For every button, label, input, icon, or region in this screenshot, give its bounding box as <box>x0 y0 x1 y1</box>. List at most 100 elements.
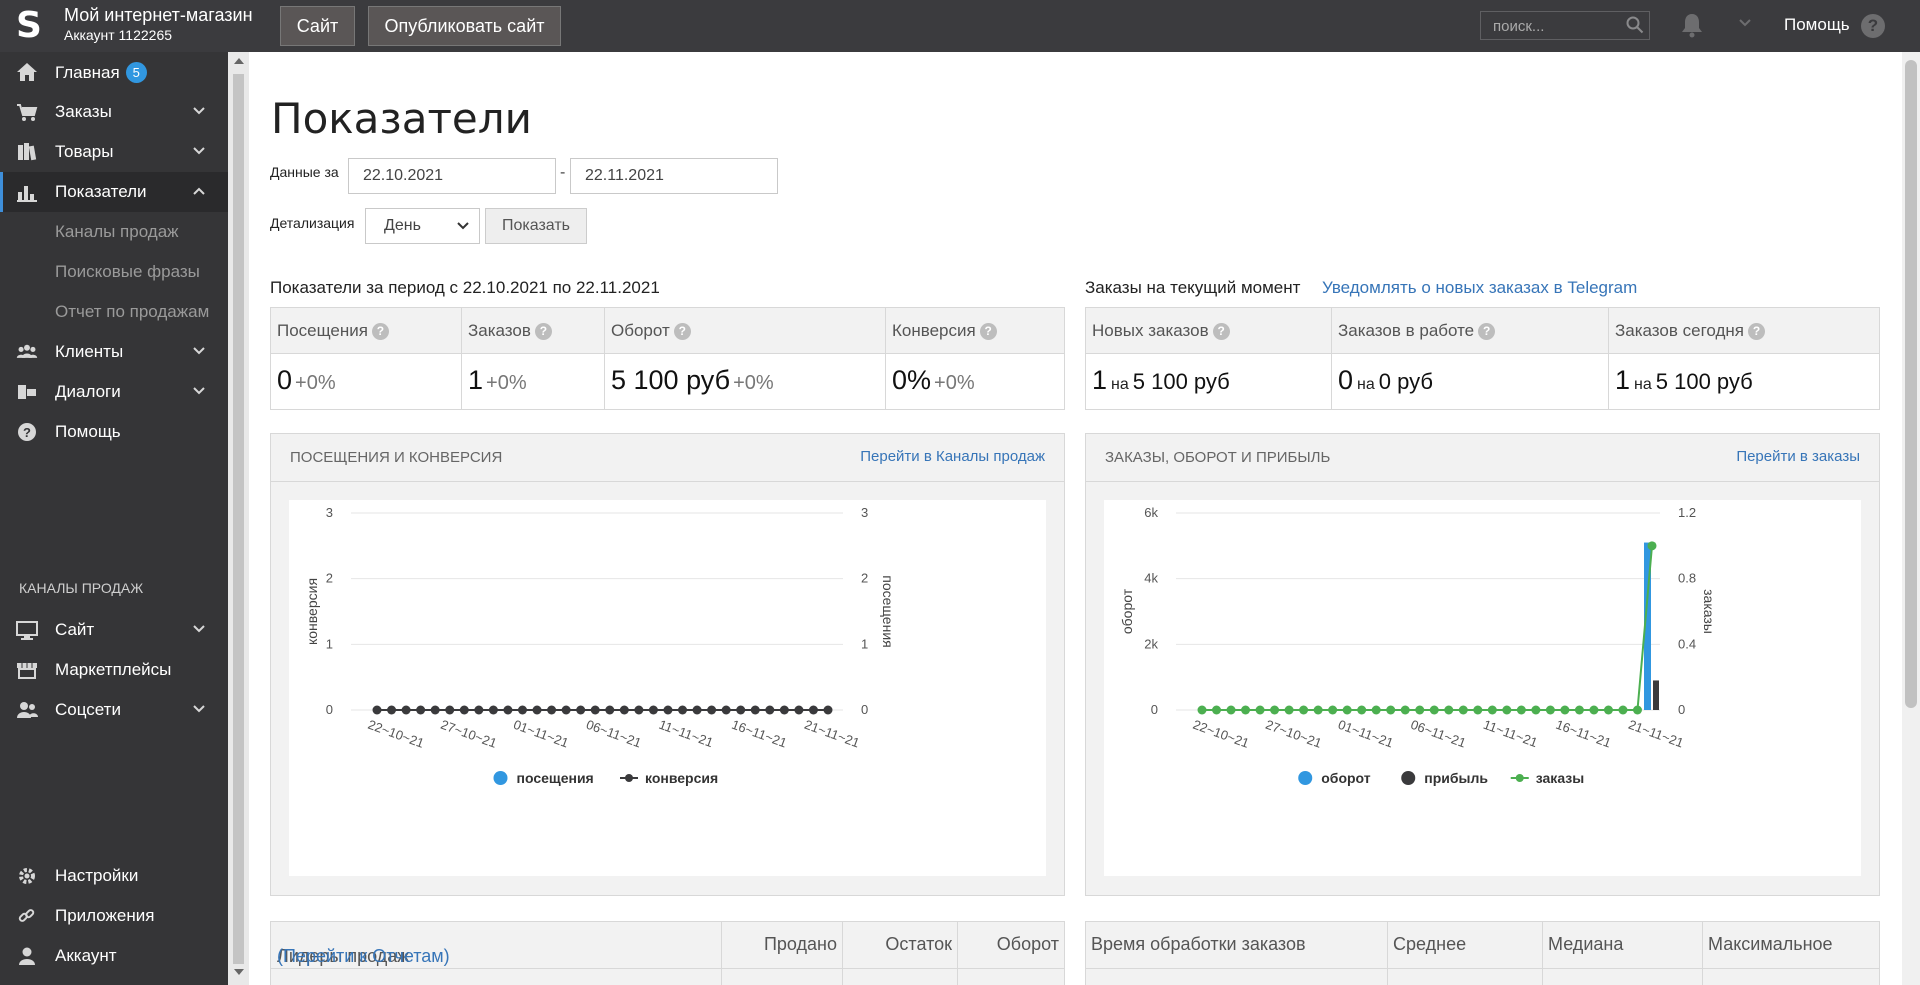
scroll-down-arrow-icon[interactable] <box>234 969 244 975</box>
question-icon[interactable]: ? <box>371 323 389 340</box>
sidebar-item-account[interactable]: Аккаунт <box>0 936 228 976</box>
data-point-orders <box>1241 705 1251 715</box>
chevron-down-icon[interactable] <box>193 705 205 713</box>
chevron-down-icon[interactable] <box>193 347 205 355</box>
y-left-tick-label: 4k <box>1144 571 1158 586</box>
stat-label: Оборот <box>611 321 670 340</box>
table-header-cell: Медиана <box>1543 922 1703 985</box>
x-tick-label: 01~11~21 <box>511 717 570 751</box>
go-to-orders-link[interactable]: Перейти в заказы <box>1736 448 1860 465</box>
column-header-turnover[interactable]: Оборот <box>996 934 1059 954</box>
sidebar-item-analytics[interactable]: Показатели <box>0 172 228 212</box>
sidebar-item-label: Главная <box>55 63 120 82</box>
legend-label: прибыль <box>1424 770 1488 786</box>
column-header-stock[interactable]: Остаток <box>885 934 952 954</box>
sidebar-item-label: Показатели <box>55 182 147 201</box>
question-icon[interactable]: ? <box>1748 323 1765 340</box>
sidebar-item-apps[interactable]: Приложения <box>0 896 228 936</box>
sidebar-item-dialogs[interactable]: Диалоги <box>0 372 228 412</box>
detail-label: Детализация <box>270 215 355 231</box>
question-icon[interactable]: ? <box>1212 323 1230 340</box>
chevron-up-icon[interactable] <box>193 187 205 195</box>
table-header-cell: Среднее <box>1388 922 1543 985</box>
data-point-conversion <box>605 705 615 715</box>
data-point-conversion <box>721 705 731 715</box>
chevron-down-icon[interactable] <box>193 625 205 633</box>
data-point-orders <box>1270 705 1280 715</box>
sidebar-subitem-sales-channels[interactable]: Каналы продаж <box>55 222 179 241</box>
y-left-tick-label: 2 <box>326 571 333 586</box>
go-to-reports-link[interactable]: (Перейти к Отчетам) <box>277 946 450 966</box>
date-from-input[interactable] <box>348 158 556 194</box>
visits-conversion-chart: 0 0 1 1 2 2 3 3 конверсия посещения 22~10~21 27~10~… <box>289 500 1046 876</box>
chevron-down-icon[interactable] <box>1738 18 1752 28</box>
stat-visits: Посещения? 0 +0% <box>271 308 462 409</box>
sidebar-item-orders[interactable]: Заказы <box>0 92 228 132</box>
data-point-orders <box>1560 705 1570 715</box>
data-point-orders <box>1516 705 1526 715</box>
question-icon[interactable]: ? <box>673 323 691 340</box>
sidebar-item-home[interactable]: Главная 5 <box>0 52 228 92</box>
sidebar-item-site[interactable]: Сайт <box>0 610 228 650</box>
show-button[interactable]: Показать <box>485 208 587 244</box>
publish-site-button[interactable]: Опубликовать сайт <box>368 6 561 46</box>
y-axis-left-title: конверсия <box>304 578 320 645</box>
detail-select[interactable]: День <box>365 208 480 244</box>
processing-time-table: Время обработки заказов Среднее Медиана … <box>1085 921 1880 985</box>
scroll-up-arrow-icon[interactable] <box>234 58 244 64</box>
orders-turnover-chart: 0 0 2k 0.4 4k 0.8 6k 1.2 оборот заказы 22~10~21 27~… <box>1104 500 1861 876</box>
visits-conversion-panel: ПОСЕЩЕНИЯ И КОНВЕРСИЯ Перейти в Каналы п… <box>270 433 1065 896</box>
table-header-cell: Остаток <box>843 922 958 985</box>
logo[interactable]: S <box>16 5 42 46</box>
sidebar-item-label: Сайт <box>55 620 95 639</box>
data-point-orders <box>1487 705 1497 715</box>
sidebar-item-marketplaces[interactable]: Маркетплейсы <box>0 650 228 690</box>
sidebar-scroll-thumb[interactable] <box>233 74 244 964</box>
data-point-conversion <box>576 705 586 715</box>
go-to-sales-channels-link[interactable]: Перейти в Каналы продаж <box>860 448 1045 465</box>
chevron-down-icon[interactable] <box>193 147 205 155</box>
sidebar-item-clients[interactable]: Клиенты <box>0 332 228 372</box>
search-icon[interactable] <box>1626 16 1644 34</box>
x-tick-label: 22~10~21 <box>366 717 426 751</box>
chevron-down-icon[interactable] <box>193 107 205 115</box>
sidebar-subitem-sales-report[interactable]: Отчет по продажам <box>55 302 210 321</box>
question-icon[interactable]: ? <box>979 323 997 340</box>
sidebar-item-settings[interactable]: Настройки <box>0 856 228 896</box>
legend-marker <box>493 771 508 785</box>
sidebar-item-help[interactable]: ? Помощь <box>0 412 228 452</box>
data-point-orders <box>1328 705 1338 715</box>
sidebar-scrollbar[interactable] <box>229 52 248 985</box>
current-orders-table: Новых заказов? 1 на 5 100 руб Заказов в ра… <box>1085 307 1880 410</box>
data-point-conversion <box>503 705 513 715</box>
y-left-tick-label: 0 <box>326 702 333 717</box>
bell-icon[interactable] <box>1680 12 1704 38</box>
gear-icon <box>19 868 35 884</box>
search-input[interactable] <box>1493 16 1613 36</box>
question-icon[interactable]: ? <box>1478 323 1496 340</box>
data-point-conversion <box>459 705 469 715</box>
data-point-orders <box>1415 705 1425 715</box>
sidebar-item-social[interactable]: Соцсети <box>0 690 228 730</box>
sidebar-subitem-search-phrases[interactable]: Поисковые фразы <box>55 262 200 281</box>
legend-marker <box>1298 771 1313 785</box>
telegram-notify-link[interactable]: Уведомлять о новых заказах в Telegram <box>1322 278 1638 297</box>
legend-marker <box>625 774 633 782</box>
date-to-input[interactable] <box>570 158 778 194</box>
site-button[interactable]: Сайт <box>280 6 355 46</box>
table-header-cell: Оборот <box>958 922 1064 985</box>
chevron-down-icon[interactable] <box>193 387 205 395</box>
main-scroll-thumb[interactable] <box>1905 60 1917 708</box>
home-icon <box>17 63 37 81</box>
question-icon[interactable]: ? <box>534 323 552 340</box>
data-point-orders <box>1197 705 1207 715</box>
column-header-sold[interactable]: Продано <box>763 934 837 954</box>
help-icon[interactable]: ? <box>1861 14 1885 38</box>
help-link[interactable]: Помощь <box>1784 15 1850 34</box>
sidebar-item-products[interactable]: Товары <box>0 132 228 172</box>
sidebar-item-label: Клиенты <box>55 342 124 361</box>
bar-chart-icon <box>17 186 37 202</box>
main-scrollbar[interactable] <box>1902 52 1920 985</box>
data-point-conversion <box>387 705 397 715</box>
data-point-conversion <box>590 705 600 715</box>
